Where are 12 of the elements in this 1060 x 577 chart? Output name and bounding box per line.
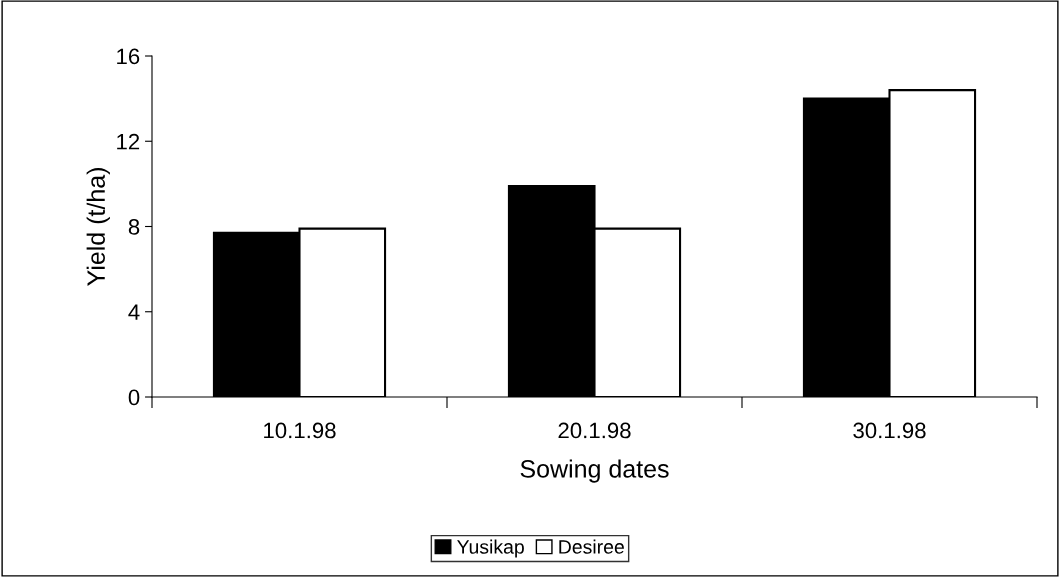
legend-label: Desiree	[559, 539, 624, 554]
y-tick-label: 4	[128, 304, 140, 320]
x-tick-label: 20.1.98	[558, 422, 631, 439]
y-tick-label: 8	[128, 219, 140, 235]
y-tick-label: 12	[117, 133, 140, 150]
x-tick-label: 30.1.98	[853, 422, 926, 439]
legend-label: Yusikap	[457, 539, 524, 558]
y-axis-title: Yield (t/ha)	[86, 168, 110, 286]
x-axis-title: Sowing dates	[520, 459, 669, 483]
y-tick-label: 0	[128, 389, 140, 406]
y-tick-label: 16	[117, 48, 140, 65]
x-tick-label: 10.1.98	[264, 422, 336, 439]
